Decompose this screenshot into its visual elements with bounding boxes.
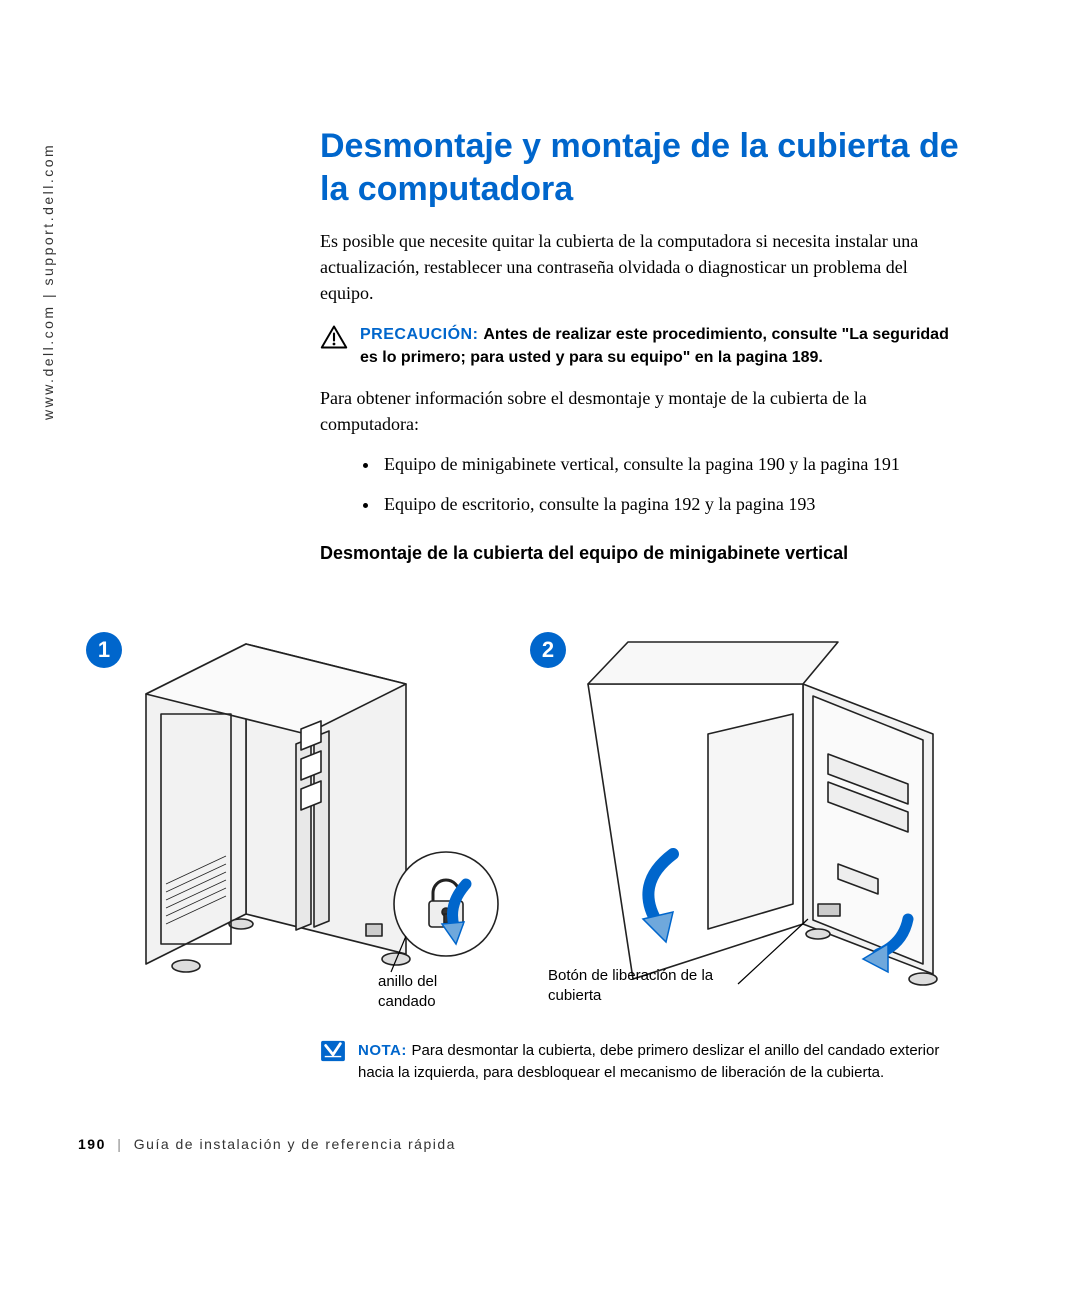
warning-icon [320, 324, 348, 350]
sidebar-url: www.dell.com | support.dell.com [40, 143, 56, 420]
note-body: Para desmontar la cubierta, debe primero… [358, 1042, 939, 1081]
caution-text: PRECAUCIÓN: Antes de realizar este proce… [360, 324, 960, 369]
footer-separator: | [117, 1136, 122, 1152]
footer-title: Guía de instalación y de referencia rápi… [134, 1136, 456, 1152]
caution-block: PRECAUCIÓN: Antes de realizar este proce… [320, 324, 960, 369]
info-paragraph: Para obtener información sobre el desmon… [320, 385, 960, 437]
note-block: NOTA: Para desmontar la cubierta, debe p… [320, 1040, 960, 1084]
bullet-list: Equipo de minigabinete vertical, consult… [380, 451, 960, 517]
diagram-step-2 [528, 624, 998, 1024]
intro-paragraph: Es posible que necesite quitar la cubier… [320, 228, 960, 306]
callout-release-button: Botón de liberación de la cubierta [548, 966, 718, 1005]
page-number: 190 [78, 1136, 106, 1152]
list-item: Equipo de escritorio, consulte la pagina… [380, 491, 960, 517]
page-footer: 190 | Guía de instalación y de referenci… [78, 1136, 456, 1152]
section-title: Desmontaje y montaje de la cubierta de l… [320, 125, 960, 210]
diagram-step-1 [96, 624, 516, 1024]
main-content: Desmontaje y montaje de la cubierta de l… [320, 125, 960, 594]
note-icon [320, 1040, 346, 1062]
list-item: Equipo de minigabinete vertical, consult… [380, 451, 960, 477]
callout-padlock-ring: anillo del candado [378, 972, 468, 1011]
note-label: NOTA: [358, 1042, 412, 1059]
diagram-area: 1 2 [78, 620, 998, 1030]
caution-label: PRECAUCIÓN: [360, 326, 483, 343]
note-text: NOTA: Para desmontar la cubierta, debe p… [358, 1040, 960, 1084]
subheading: Desmontaje de la cubierta del equipo de … [320, 543, 960, 564]
